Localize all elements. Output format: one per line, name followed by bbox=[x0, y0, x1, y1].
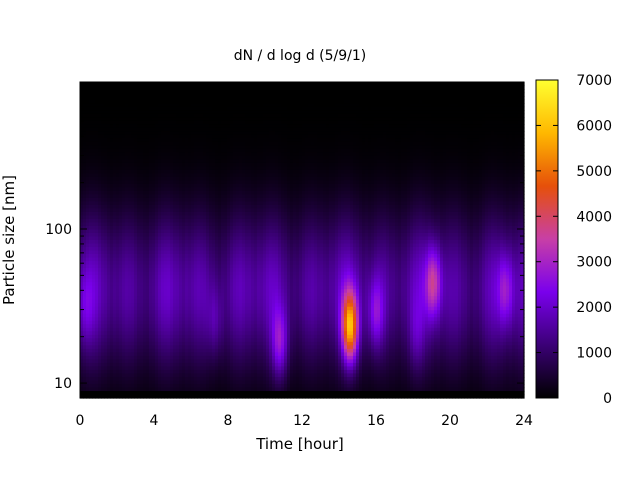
plot-area bbox=[80, 82, 525, 399]
chart-title: dN / d log d (5/9/1) bbox=[234, 48, 367, 64]
